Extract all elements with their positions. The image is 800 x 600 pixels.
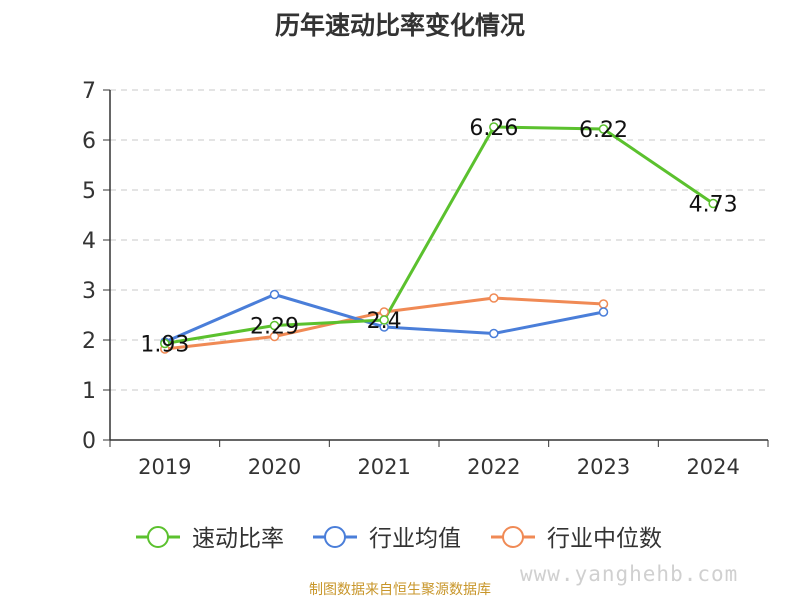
data-point [269,289,280,300]
legend-marker [324,526,346,548]
y-tick-label: 3 [82,279,96,304]
y-tick-label: 7 [82,79,96,104]
y-tick-label: 1 [82,379,96,404]
legend-label: 速动比率 [192,526,284,552]
data-label: 2.29 [250,315,299,340]
data-point [598,299,609,309]
data-point [598,307,609,317]
data-point [489,328,499,339]
legend-label: 行业均值 [369,526,461,552]
y-tick-label: 2 [82,329,96,354]
data-label: 4.73 [689,193,738,218]
data-point [379,315,389,325]
y-tick-label: 0 [82,429,96,454]
x-tick-label: 2024 [686,455,739,479]
data-label: 6.22 [579,118,628,143]
data-point [708,198,718,209]
x-tick-label: 2021 [357,455,410,479]
y-tick-label: 4 [82,229,96,254]
y-tick-label: 6 [82,129,96,154]
chart-title: 历年速动比率变化情况 [274,11,525,40]
data-point [269,320,280,331]
data-label: 1.93 [140,333,189,358]
legend: 速动比率 行业均值 行业中位数 [136,526,662,552]
data-label: 2.4 [367,309,402,334]
watermark: www.yanghehb.com [520,562,739,586]
x-tick-label: 2023 [577,455,630,479]
x-tick-label: 2020 [248,455,301,479]
data-labels: 1.93 2.29 2.4 6.26 6.22 4.73 [140,116,737,358]
data-point [269,331,280,342]
series-line [164,125,715,345]
data-points [160,122,718,354]
data-point [160,338,170,349]
x-tick-label: 2019 [138,455,191,479]
axes: 0 1 2 3 4 5 6 7 2019 2020 2021 2022 2023 2024 [82,79,769,479]
data-point [489,122,499,132]
legend-marker [502,526,524,548]
data-point [598,124,609,134]
legend-label: 行业中位数 [547,526,662,552]
x-tick-label: 2022 [467,455,520,479]
y-tick-label: 5 [82,179,96,204]
data-point [489,293,499,303]
data-label: 6.26 [469,116,518,141]
series-lines [164,125,715,351]
legend-marker [147,526,169,548]
footer-source: 制图数据来自恒生聚源数据库 [309,582,491,598]
